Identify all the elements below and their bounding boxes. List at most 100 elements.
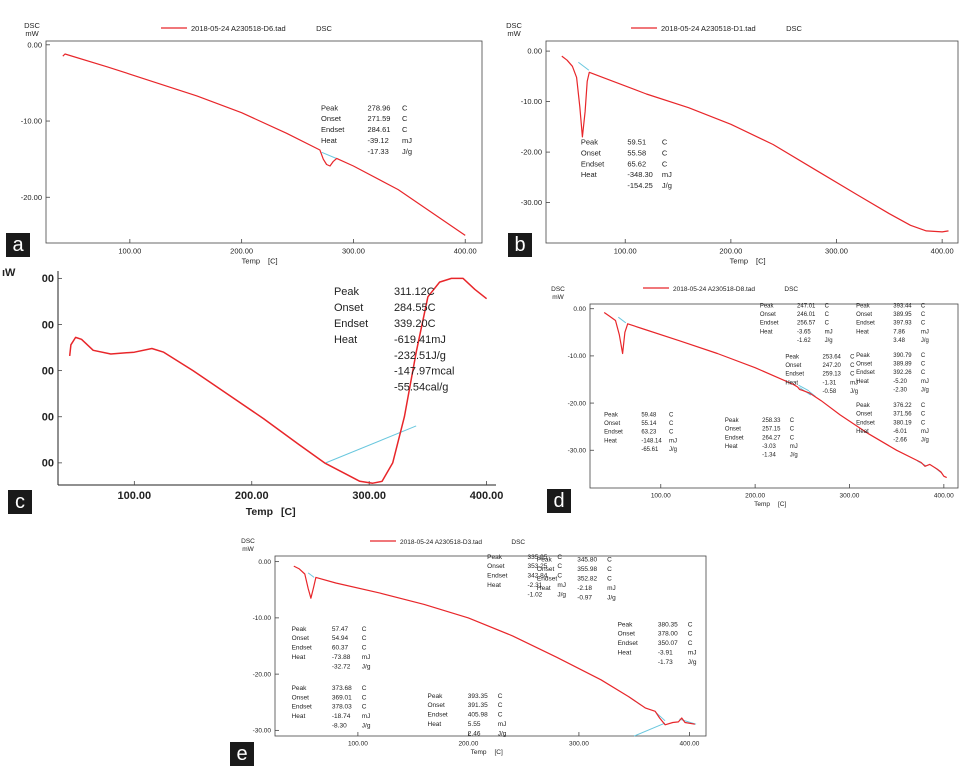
chart-d-annotation-1: Peak 393.44 C Onset 389.95 C Endset 397.93 C Heat… bbox=[856, 303, 929, 344]
chart-d-annotation-2-unit-2: C bbox=[850, 372, 855, 378]
chart-b-y-axis-label: DSC bbox=[506, 21, 522, 30]
chart-d-x-tick-label-1: 200.00 bbox=[745, 493, 765, 500]
chart-e-annotation-5-key-0: Peak bbox=[428, 693, 444, 700]
chart-e-annotation-4-key-2: Endset bbox=[292, 704, 312, 711]
chart-d-annotation-3: Peak 390.79 C Onset 389.89 C Endset 392.26 C Heat… bbox=[856, 353, 929, 394]
chart-d-annotation-0-key-0: Peak bbox=[760, 303, 775, 309]
chart-a-baseline-0 bbox=[321, 151, 337, 159]
chart-e-annotation-3-unit-1: C bbox=[688, 631, 693, 638]
chart-d-annotation-4-value-4: -2.66 bbox=[893, 438, 907, 444]
chart-d-annotation-0-value-2: 256.57 bbox=[797, 321, 816, 327]
chart-c-y-axis-unit: ıW bbox=[2, 267, 16, 279]
chart-d-annotation-6-key-2: Endset bbox=[725, 435, 744, 441]
chart-d-annotation-4-unit-2: C bbox=[921, 420, 926, 426]
chart-b-annotation-0-unit-2: C bbox=[662, 159, 668, 168]
chart-d-annotation-4: Peak 376.22 C Onset 371.56 C Endset 380.19 C Heat… bbox=[856, 403, 929, 444]
chart-c-annotation-0-key-2: Endset bbox=[334, 318, 368, 330]
chart-e-annotation-5-unit-2: C bbox=[498, 712, 503, 719]
chart-d-annotation-1-key-1: Onset bbox=[856, 312, 872, 318]
chart-e-annotation-3-unit-4: J/g bbox=[688, 659, 697, 666]
chart-e-x-axis-unit: [C] bbox=[495, 749, 504, 756]
chart-d-annotation-6-value-2: 264.27 bbox=[762, 435, 781, 441]
chart-d-dsc-curve-0 bbox=[603, 312, 947, 479]
chart-a-x-axis-unit: [C] bbox=[268, 256, 278, 265]
chart-e-annotation-4-value-2: 378.03 bbox=[332, 704, 352, 711]
chart-d-annotation-0-key-1: Onset bbox=[760, 312, 776, 318]
chart-d-annotation-5-value-0: 59.48 bbox=[641, 412, 657, 418]
chart-e-annotation-1-unit-1: C bbox=[607, 566, 612, 573]
chart-d-annotation-4-value-2: 380.19 bbox=[893, 420, 912, 426]
chart-a-annotation-0-value-1: 271.59 bbox=[368, 114, 391, 123]
chart-b-baseline-0 bbox=[578, 61, 590, 71]
chart-b-annotation-0-unit-1: C bbox=[662, 148, 668, 157]
chart-d-annotation-5-key-3: Heat bbox=[604, 438, 617, 444]
chart-e-annotation-1-unit-4: J/g bbox=[607, 594, 616, 601]
chart-a-x-tick-label-0: 100.00 bbox=[118, 247, 141, 256]
chart-a-annotation-0-key-1: Onset bbox=[321, 114, 342, 123]
chart-d-annotation-4-key-1: Onset bbox=[856, 412, 872, 418]
chart-d-x-axis-unit: [C] bbox=[778, 501, 787, 508]
chart-a-plot-frame bbox=[45, 40, 483, 244]
chart-e-annotation-2-unit-3: mJ bbox=[362, 654, 371, 661]
chart-d: 0.00 -10.00 -20.00 -30.00 100.00 200.00 300.00… bbox=[551, 286, 959, 508]
chart-d-annotation-5-unit-1: C bbox=[669, 421, 674, 427]
chart-e-annotation-1-unit-2: C bbox=[607, 575, 612, 582]
chart-b-plot-frame bbox=[545, 40, 959, 244]
chart-c: 00 00 00 00 00 100.00 200.00 300.00 400.00 Temp [C… bbox=[2, 267, 503, 518]
chart-d-annotation-2-unit-4: J/g bbox=[850, 389, 858, 395]
panel-label-a: a bbox=[6, 233, 30, 257]
chart-b-annotation-0-unit-0: C bbox=[662, 138, 668, 147]
chart-e-x-tick-label-2: 300.00 bbox=[569, 741, 589, 748]
chart-b-annotation-0-value-4: -154.25 bbox=[627, 181, 652, 190]
chart-e-annotation-1-value-4: -0.97 bbox=[577, 594, 592, 601]
chart-e-annotation-3-key-1: Onset bbox=[618, 631, 636, 638]
panel-label-c: c bbox=[8, 490, 32, 514]
chart-d-annotation-1-key-2: Endset bbox=[856, 321, 875, 327]
chart-d-annotation-1-value-2: 397.93 bbox=[893, 321, 912, 327]
chart-a-y-tick-label-0: 0.00 bbox=[27, 40, 42, 49]
chart-d-annotation-5-value-3: -148.14 bbox=[641, 438, 662, 444]
chart-a-annotation-0-unit-0: C bbox=[402, 103, 408, 112]
chart-c-x-axis-unit: [C] bbox=[281, 506, 296, 518]
chart-a-annotation-0-value-3: -39.12 bbox=[368, 136, 389, 145]
chart-e-annotation-2-value-3: -73.88 bbox=[332, 654, 351, 661]
chart-b-annotation-0: Peak 59.51 C Onset 55.58 C Endset 65.62 C Heat -34… bbox=[581, 138, 672, 191]
chart-d-annotation-0-key-2: Endset bbox=[760, 321, 779, 327]
chart-d-annotation-6-unit-4: J/g bbox=[790, 453, 798, 459]
chart-e-annotation-0-key-2: Endset bbox=[487, 573, 507, 580]
chart-b-annotation-0-key-3: Heat bbox=[581, 170, 598, 179]
chart-d-annotation-3-value-1: 389.89 bbox=[893, 362, 912, 368]
chart-c-y-tick-label-4: 00 bbox=[42, 458, 54, 470]
chart-b-y-tick-label-1: -10.00 bbox=[521, 97, 542, 106]
chart-d-annotation-5-value-4: -65.61 bbox=[641, 447, 659, 453]
chart-d-annotation-1-unit-0: C bbox=[921, 303, 926, 309]
chart-e-baseline-3 bbox=[633, 722, 666, 737]
chart-d-annotation-1-value-3: 7.86 bbox=[893, 329, 905, 335]
chart-a-x-axis-label: Temp bbox=[242, 256, 260, 265]
chart-d-annotation-3-unit-3: mJ bbox=[921, 379, 929, 385]
chart-e-annotation-1-unit-3: mJ bbox=[607, 585, 616, 592]
chart-a-y-axis-label: DSC bbox=[24, 21, 40, 30]
chart-e-annotation-4-key-3: Heat bbox=[292, 713, 306, 720]
chart-d-annotation-0-unit-4: J/g bbox=[825, 338, 833, 344]
chart-a-y-tick-label-2: -20.00 bbox=[21, 193, 42, 202]
chart-b-annotation-0-unit-3: mJ bbox=[662, 170, 672, 179]
chart-e-x-axis-label: Temp bbox=[471, 749, 487, 756]
chart-a-legend-label: 2018-05-24 A230518-D6.tad bbox=[191, 24, 286, 33]
chart-d-annotation-0-value-3: -3.65 bbox=[797, 329, 811, 335]
chart-d-annotation-2-value-3: -1.31 bbox=[823, 380, 837, 386]
chart-e-annotation-1-value-2: 352.82 bbox=[577, 575, 597, 582]
chart-d-annotation-5: Peak 59.48 C Onset 55.14 C Endset 63.23 C Heat -14… bbox=[604, 412, 677, 453]
chart-d-annotation-6-key-3: Heat bbox=[725, 444, 738, 450]
panel-label-e: e bbox=[230, 742, 254, 766]
chart-e-annotation-1-key-0: Peak bbox=[537, 557, 553, 564]
chart-d-annotation-6-key-0: Peak bbox=[725, 418, 740, 424]
chart-e-annotation-2-value-2: 60.37 bbox=[332, 645, 349, 652]
chart-c-annotation-0-value-1: 284.55C bbox=[394, 302, 436, 314]
chart-e-annotation-0-unit-1: C bbox=[557, 563, 562, 570]
chart-d-y-tick-label-0: 0.00 bbox=[573, 306, 586, 313]
chart-b-annotation-0-value-0: 59.51 bbox=[627, 138, 646, 147]
chart-d-annotation-5-unit-4: J/g bbox=[669, 447, 677, 453]
chart-b-x-tick-label-1: 200.00 bbox=[719, 247, 742, 256]
chart-a-annotation-0-unit-1: C bbox=[402, 114, 408, 123]
